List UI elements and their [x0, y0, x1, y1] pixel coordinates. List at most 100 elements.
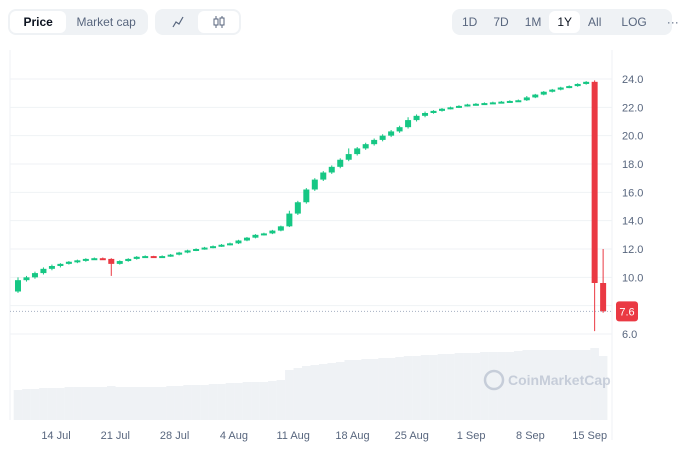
volume-bar [488, 352, 498, 420]
y-tick-label: 24.0 [622, 74, 643, 86]
candle [227, 242, 233, 246]
volume-bar [539, 350, 549, 420]
volume-bar [149, 387, 158, 420]
volume-bar [217, 384, 226, 420]
candle-body [439, 108, 445, 111]
volume-bar [98, 387, 108, 420]
candle-body [15, 280, 21, 292]
candle [540, 91, 547, 96]
candle-body [464, 104, 471, 107]
candle-body [371, 139, 378, 145]
candle-body [591, 81, 598, 283]
volume-bar [56, 388, 65, 420]
candle [405, 117, 412, 129]
tab-market-cap[interactable]: Market cap [76, 15, 136, 29]
x-tick-label: 25 Aug [395, 430, 429, 442]
range-7d[interactable]: 7D [493, 15, 509, 29]
candlestick-button[interactable] [198, 11, 239, 33]
volume-bar [22, 389, 31, 420]
candle-body [235, 240, 242, 244]
volume-bar [39, 388, 48, 420]
candle-body [354, 148, 361, 155]
tab-price[interactable]: Price [10, 11, 67, 33]
price-marketcap-toggle: Price Market cap [8, 9, 148, 35]
volume-bar [327, 363, 337, 420]
volume-bar [81, 387, 91, 420]
more-options-button[interactable]: ··· [666, 15, 679, 29]
volume-bar [259, 382, 269, 420]
candle [447, 106, 454, 110]
candle-body [447, 107, 454, 110]
candle [464, 103, 471, 107]
line-chart-button[interactable] [157, 11, 198, 33]
candle [193, 248, 200, 252]
volume-bar [480, 352, 489, 420]
candle-body [74, 260, 81, 263]
candle [218, 244, 225, 247]
volume-bar [581, 350, 591, 420]
volume-bar [335, 362, 345, 420]
candle [354, 147, 361, 156]
volume-bar [293, 368, 303, 420]
volume-bar [174, 386, 184, 420]
candle [167, 253, 174, 257]
current-price-label: 7.6 [619, 306, 634, 318]
log-toggle[interactable]: LOG [621, 15, 647, 29]
volume-bar [522, 350, 532, 420]
candle [481, 102, 488, 106]
candle [303, 188, 310, 204]
current-price-badge [616, 301, 638, 322]
x-tick-label: 8 Sep [516, 430, 545, 442]
candle-body [498, 101, 505, 104]
candle [201, 246, 208, 250]
range-all[interactable]: All [588, 15, 602, 29]
candle-body [311, 179, 318, 190]
candle-body [277, 226, 284, 231]
y-tick-label: 14.0 [622, 216, 643, 228]
x-tick-label: 28 Jul [160, 430, 189, 442]
volume-bar [183, 385, 192, 420]
candle-body [142, 256, 149, 259]
x-tick-label: 4 Aug [220, 430, 248, 442]
candle-body [23, 277, 30, 281]
candle-body [320, 172, 327, 180]
volume-bar [251, 382, 260, 420]
candle-body [176, 252, 183, 255]
candle [74, 259, 81, 264]
volume-bar [234, 383, 243, 420]
candle [294, 200, 301, 215]
candle [320, 171, 327, 181]
candle [413, 114, 420, 122]
y-tick-label: 12.0 [622, 244, 643, 256]
y-tick-label: 16.0 [622, 187, 643, 199]
volume-bar [590, 348, 599, 420]
candle [583, 81, 590, 85]
candle [91, 257, 98, 261]
volume-bar [191, 385, 201, 420]
candle [337, 158, 344, 169]
range-1d[interactable]: 1D [462, 15, 478, 29]
candle [277, 225, 284, 232]
candle-body [133, 256, 140, 259]
volume-bar [471, 353, 481, 420]
range-1y[interactable]: 1Y [549, 11, 581, 33]
candle [125, 258, 132, 262]
candle-body [150, 256, 157, 259]
candle [269, 229, 276, 235]
range-1m[interactable]: 1M [524, 15, 542, 29]
candle [311, 178, 318, 191]
volume-bar [106, 386, 116, 420]
candle [82, 258, 89, 262]
candle-body [40, 268, 47, 274]
volume-bar [115, 387, 125, 420]
candle [515, 99, 522, 103]
candle [362, 142, 369, 150]
candle-body [405, 120, 412, 128]
candle [549, 88, 556, 93]
candle [243, 236, 250, 242]
y-tick-label: 6.0 [622, 329, 637, 341]
volume-bar [378, 358, 387, 420]
candle [422, 111, 429, 118]
candle [557, 86, 564, 91]
